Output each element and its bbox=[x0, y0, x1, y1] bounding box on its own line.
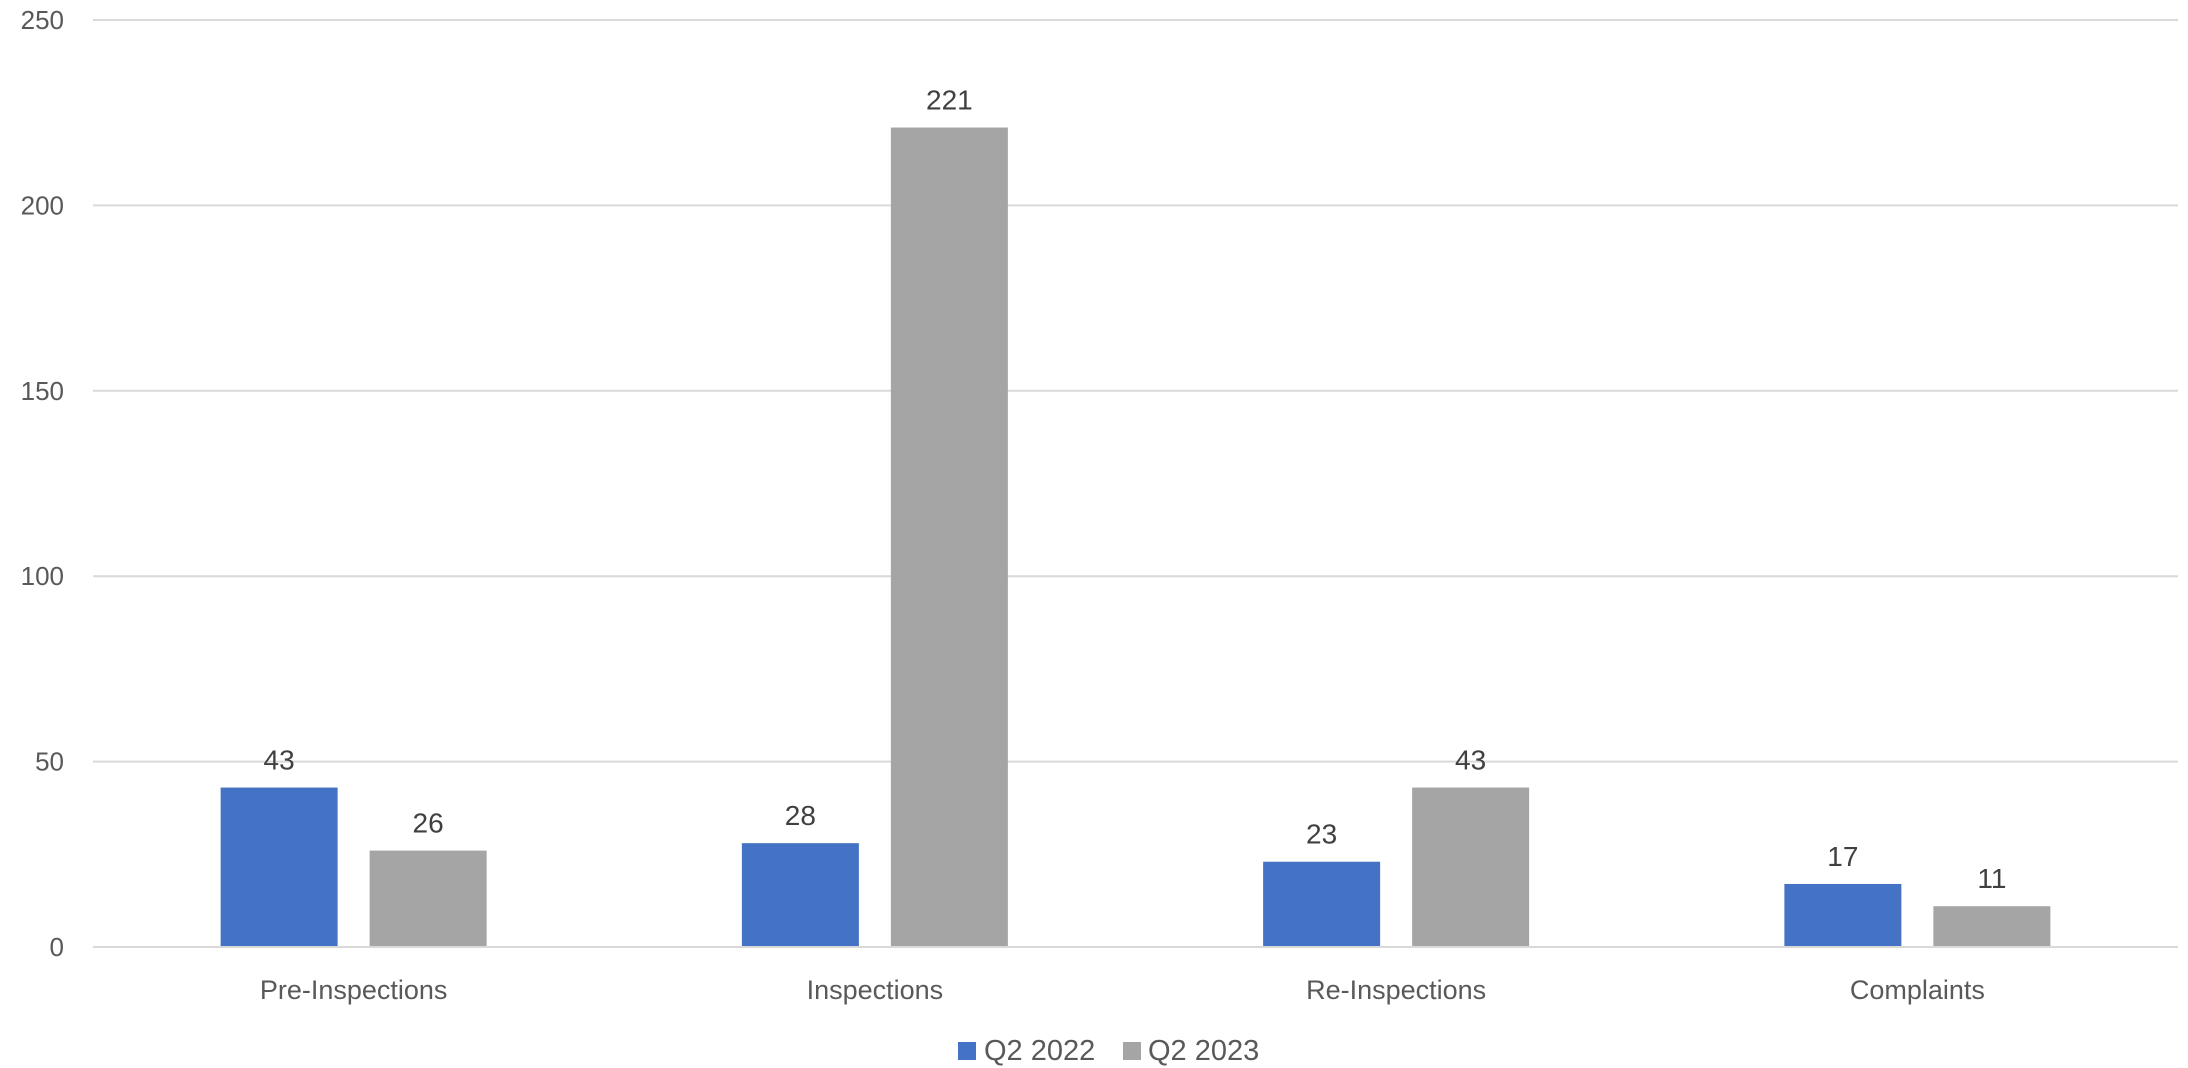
bars bbox=[220, 127, 2051, 948]
data-label: 23 bbox=[1306, 819, 1337, 850]
legend-swatch bbox=[958, 1042, 976, 1060]
bar-inspections-series-0 bbox=[741, 843, 859, 947]
gridlines bbox=[93, 19, 2178, 763]
y-tick-label: 0 bbox=[50, 932, 64, 962]
y-tick-label: 200 bbox=[21, 190, 64, 220]
x-axis-category-labels: Pre-Inspections Inspections Re-Inspections… bbox=[260, 975, 1985, 1005]
data-label: 221 bbox=[926, 85, 973, 116]
bar-re-inspections-series-1 bbox=[1412, 787, 1530, 947]
legend-swatch bbox=[1123, 1042, 1141, 1060]
data-label: 28 bbox=[785, 800, 816, 831]
y-tick-label: 100 bbox=[21, 561, 64, 591]
data-labels: 43 26 28 221 23 43 17 11 bbox=[264, 85, 2007, 895]
bar-pre-inspections-series-0 bbox=[220, 787, 338, 947]
bar-re-inspections-series-0 bbox=[1263, 861, 1381, 947]
data-label: 43 bbox=[1455, 745, 1486, 776]
bar-complaints-series-0 bbox=[1784, 883, 1902, 947]
data-label: 11 bbox=[1977, 863, 2006, 894]
category-label: Inspections bbox=[807, 975, 944, 1005]
data-label: 43 bbox=[264, 745, 295, 776]
legend: Q2 2022 Q2 2023 bbox=[958, 1035, 1259, 1067]
category-label: Complaints bbox=[1850, 975, 1985, 1005]
bar-pre-inspections-series-1 bbox=[369, 850, 487, 947]
data-label: 17 bbox=[1827, 841, 1858, 872]
y-tick-label: 250 bbox=[21, 5, 64, 35]
y-axis-tick-labels: 0 50 100 150 200 250 bbox=[21, 5, 64, 962]
bar-complaints-series-1 bbox=[1933, 906, 2051, 947]
y-tick-label: 150 bbox=[21, 376, 64, 406]
bar-inspections-series-1 bbox=[890, 127, 1008, 948]
data-label: 26 bbox=[413, 808, 444, 839]
y-tick-label: 50 bbox=[35, 747, 64, 777]
category-label: Pre-Inspections bbox=[260, 975, 448, 1005]
legend-label: Q2 2023 bbox=[1148, 1035, 1259, 1067]
category-label: Re-Inspections bbox=[1306, 975, 1486, 1005]
legend-label: Q2 2022 bbox=[984, 1035, 1095, 1067]
